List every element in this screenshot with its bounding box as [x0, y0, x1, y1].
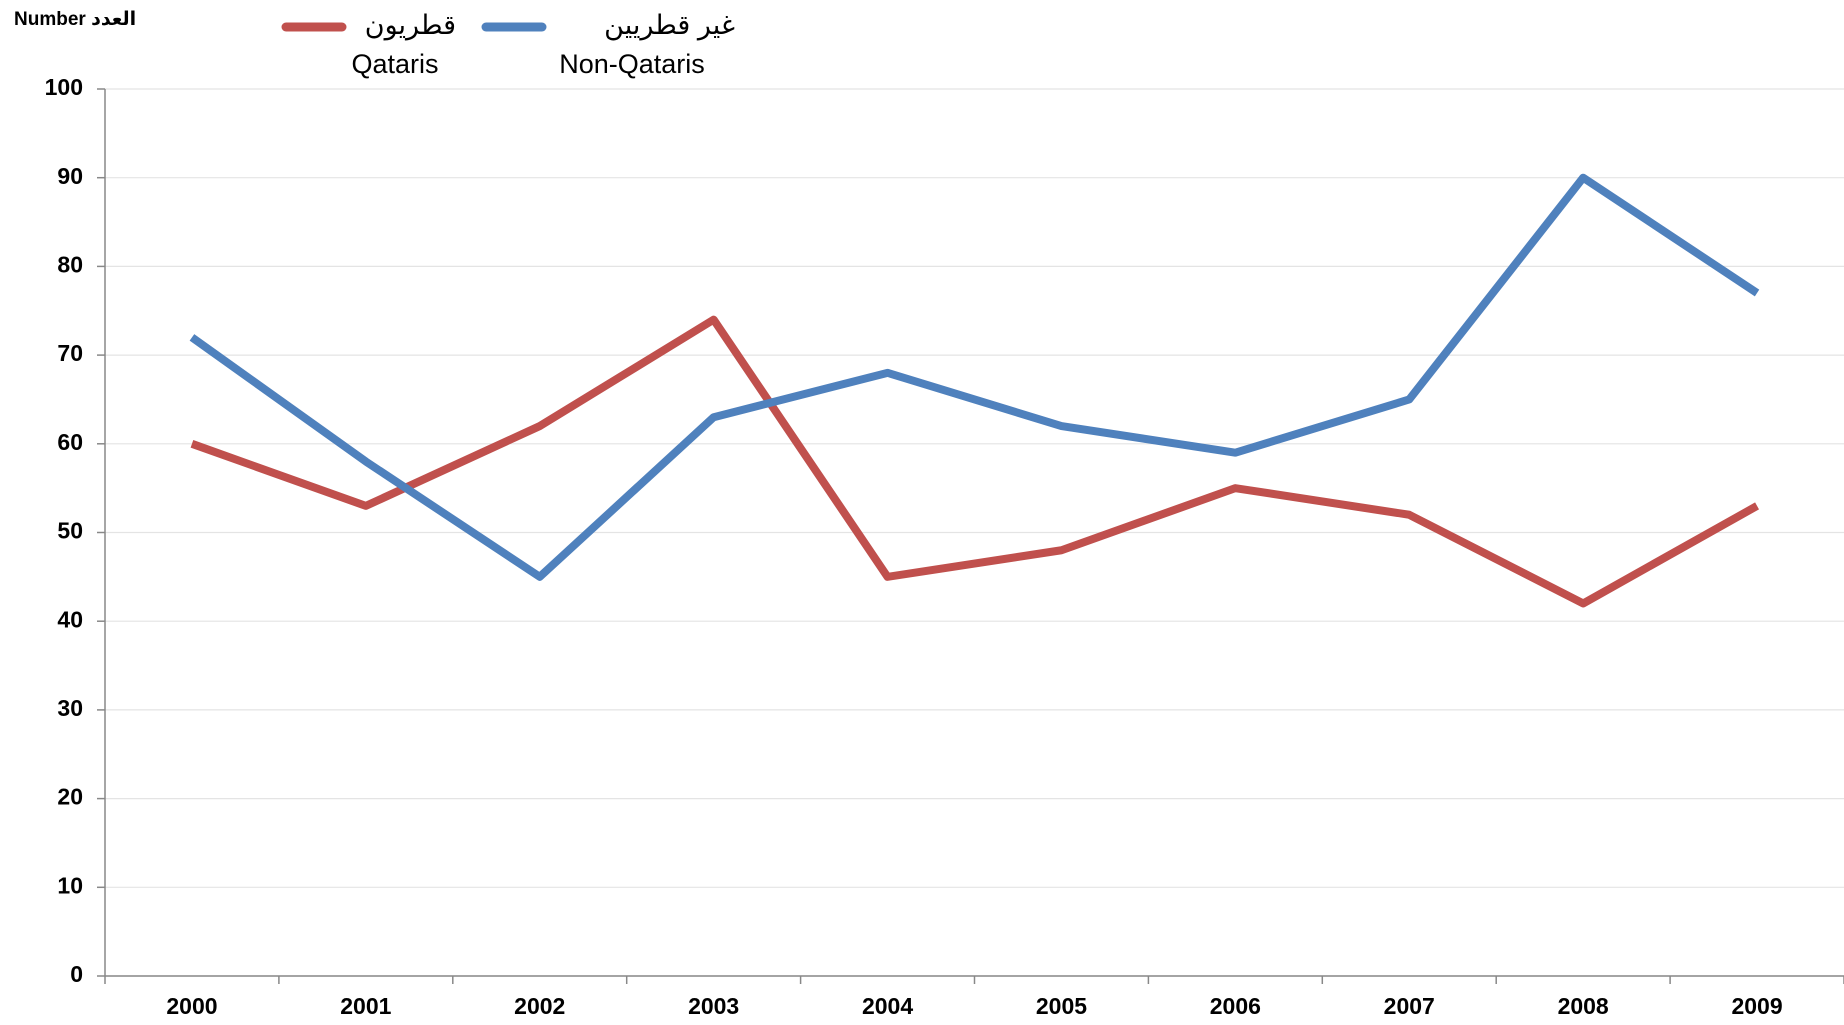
x-tick-label: 2000 — [166, 993, 217, 1019]
y-tick-label: 40 — [57, 606, 83, 632]
x-tick-label: 2001 — [340, 993, 391, 1019]
legend-label: Non-Qataris — [559, 49, 705, 79]
y-tick-label: 70 — [57, 340, 83, 366]
y-tick-label: 0 — [70, 961, 83, 987]
legend-label-ar: غير قطريين — [604, 10, 735, 41]
y-tick-label: 50 — [57, 518, 83, 544]
y-tick-label: 80 — [57, 251, 83, 277]
y-tick-label: 20 — [57, 784, 83, 810]
y-tick-label: 10 — [57, 872, 83, 898]
x-tick-label: 2005 — [1036, 993, 1087, 1019]
x-tick-label: 2002 — [514, 993, 565, 1019]
x-tick-label: 2008 — [1558, 993, 1609, 1019]
line — [190, 315, 1760, 608]
x-tick-label: 2007 — [1384, 993, 1435, 1019]
y-tick-label: 30 — [57, 695, 83, 721]
y-tick-label: 60 — [57, 429, 83, 455]
x-tick-label: 2004 — [862, 993, 913, 1019]
x-tick-label: 2009 — [1731, 993, 1782, 1019]
x-tick-label: 2003 — [688, 993, 739, 1019]
x-tick-label: 2006 — [1210, 993, 1261, 1019]
y-axis-label: Number العدد — [14, 9, 136, 30]
legend-label: Qataris — [351, 49, 438, 79]
legend-label-ar: قطريون — [365, 10, 456, 41]
line — [189, 173, 1760, 581]
y-tick-label: 90 — [57, 163, 83, 189]
y-tick-label: 100 — [45, 74, 83, 100]
